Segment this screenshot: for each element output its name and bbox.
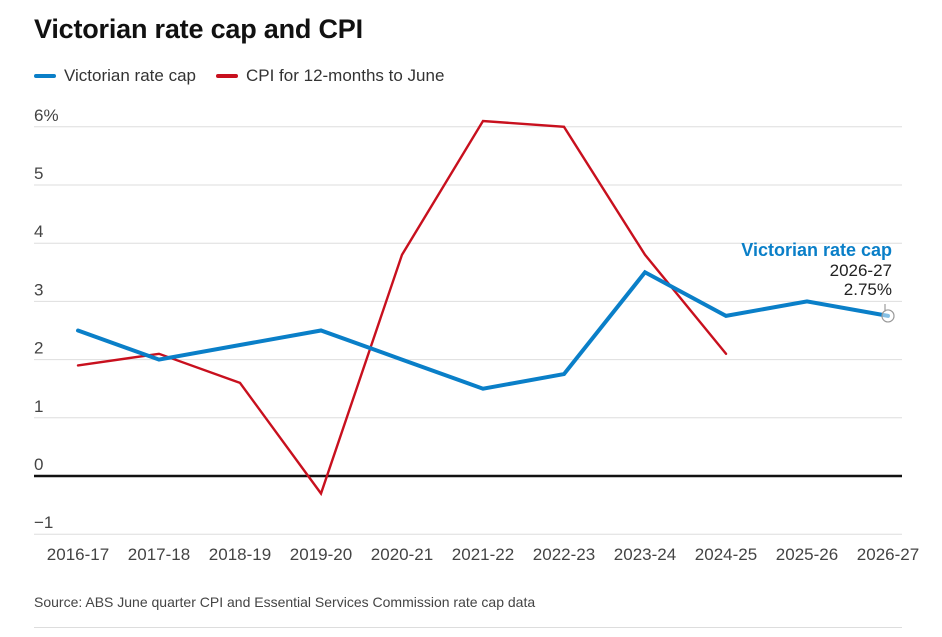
source-note: Source: ABS June quarter CPI and Essenti… bbox=[34, 594, 536, 610]
annotation-marker bbox=[881, 309, 895, 323]
x-tick-label: 2019-20 bbox=[290, 545, 352, 564]
legend-label-rate-cap: Victorian rate cap bbox=[64, 66, 196, 85]
legend-swatch-cpi bbox=[215, 74, 238, 78]
y-tick-label: −1 bbox=[34, 513, 53, 532]
line-chart: 6% 5 4 3 2 1 0 −1 2016-17 2017-18 2018-19 2019-20 20… bbox=[34, 106, 919, 564]
x-tick-label: 2017-18 bbox=[128, 545, 190, 564]
y-tick-label: 4 bbox=[34, 222, 43, 241]
legend-label-cpi: CPI for 12-months to June bbox=[245, 66, 445, 85]
chart-title: Victorian rate cap and CPI bbox=[34, 14, 363, 44]
x-tick-label: 2024-25 bbox=[695, 545, 757, 564]
legend-item-rate-cap: Victorian rate cap bbox=[34, 66, 196, 86]
x-tick-label: 2025-26 bbox=[776, 545, 838, 564]
annotation-value: 2.75% bbox=[844, 280, 892, 299]
x-tick-label: 2020-21 bbox=[371, 545, 433, 564]
y-tick-label: 0 bbox=[34, 455, 43, 474]
x-tick-label: 2022-23 bbox=[533, 545, 595, 564]
legend-item-cpi: CPI for 12-months to June bbox=[215, 66, 445, 86]
x-tick-label: 2021-22 bbox=[452, 545, 514, 564]
annotation-series-label: Victorian rate cap bbox=[741, 240, 892, 260]
legend-swatch-rate-cap bbox=[34, 74, 56, 78]
y-tick-label: 2 bbox=[34, 339, 43, 358]
x-tick-label: 2023-24 bbox=[614, 545, 676, 564]
x-tick-label: 2026-27 bbox=[857, 545, 919, 564]
y-tick-label: 1 bbox=[34, 397, 43, 416]
y-tick-label: 6% bbox=[34, 106, 59, 125]
x-tick-label: 2018-19 bbox=[209, 545, 271, 564]
chart-legend: Victorian rate cap CPI for 12-months to … bbox=[34, 66, 464, 86]
x-tick-label: 2016-17 bbox=[47, 545, 109, 564]
series-line-rate-cap bbox=[76, 269, 890, 391]
bottom-divider bbox=[34, 627, 902, 628]
series-line-cpi bbox=[76, 119, 728, 497]
y-tick-label: 3 bbox=[34, 280, 43, 299]
y-tick-label: 5 bbox=[34, 164, 43, 183]
annotation-period: 2026-27 bbox=[830, 261, 892, 280]
